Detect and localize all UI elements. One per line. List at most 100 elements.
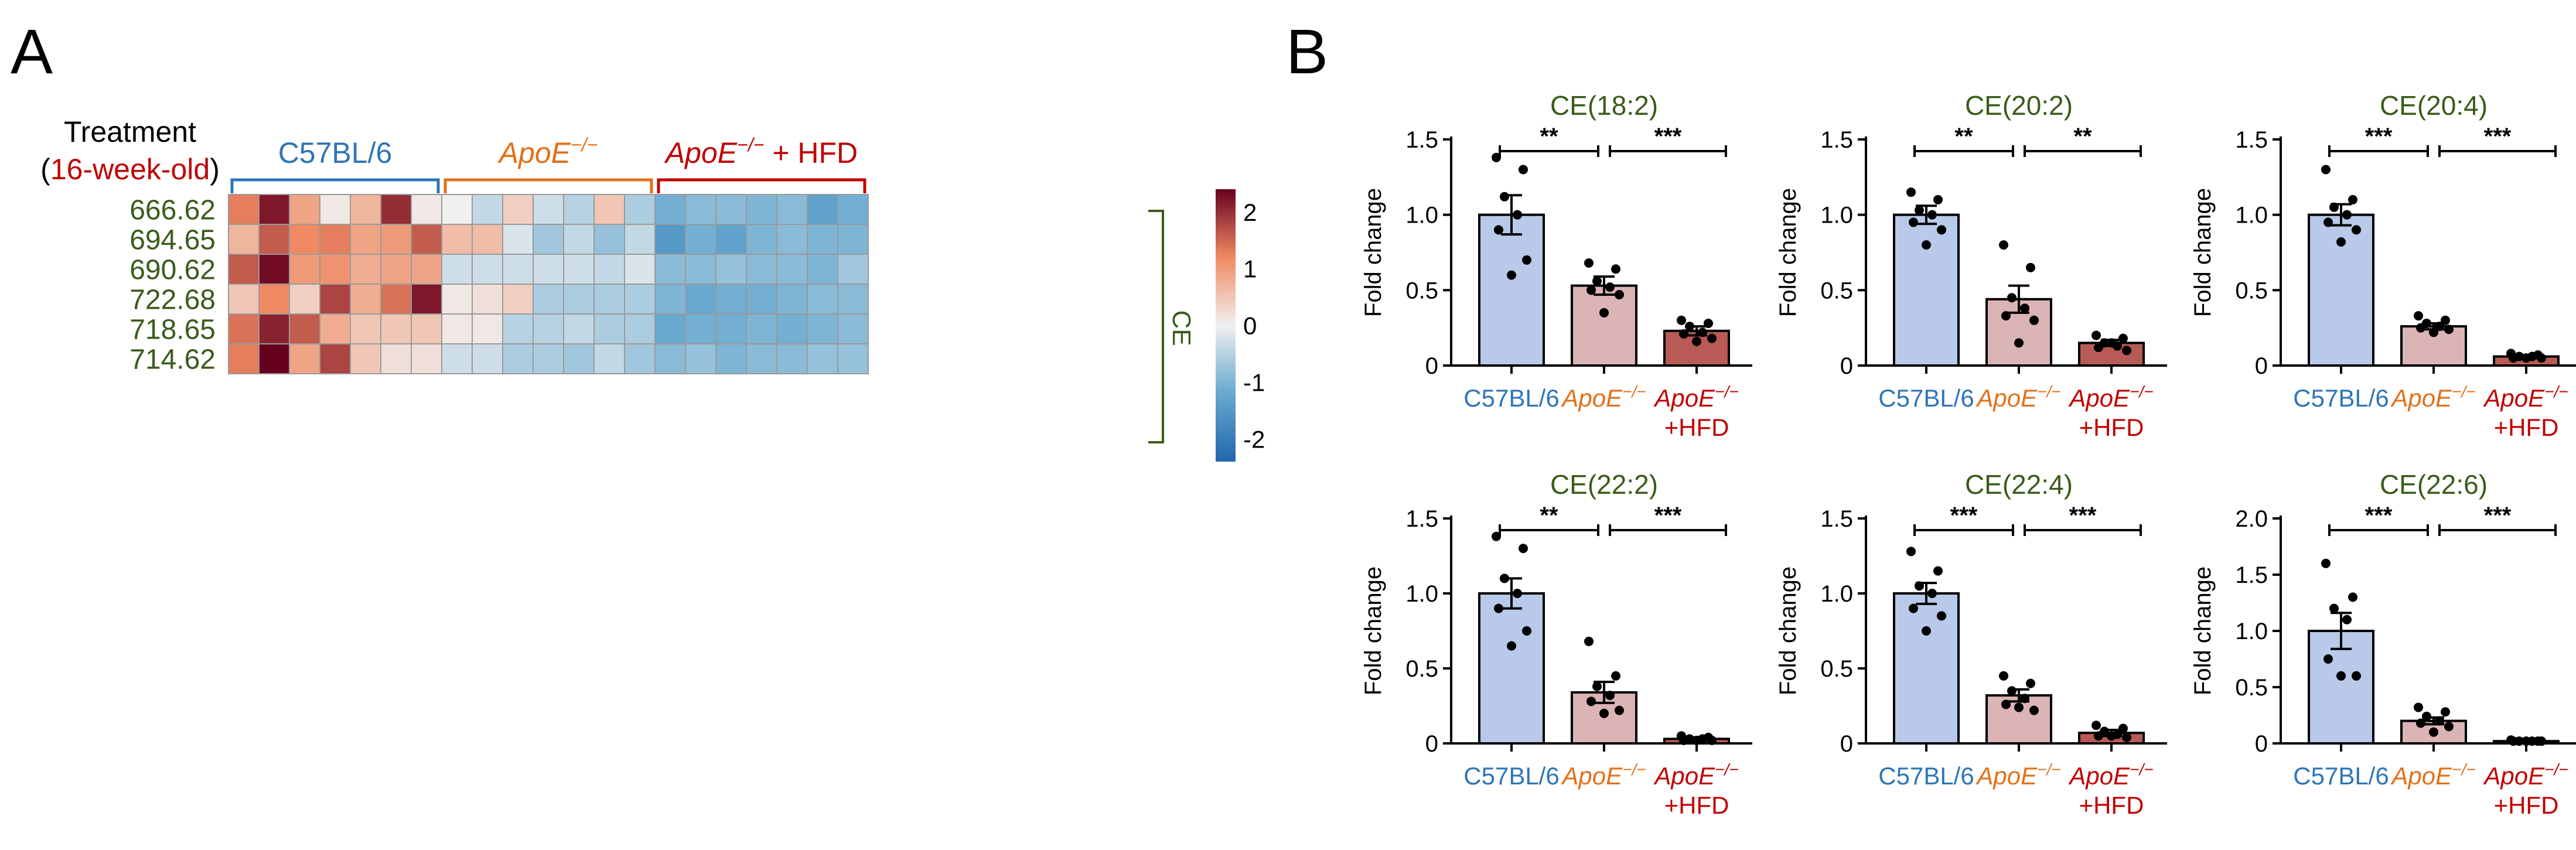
y-tick-label: 0.5 [1405,656,1438,682]
heatmap-cell [258,224,290,255]
heatmap-cell [837,343,869,374]
chart-title: CE(22:4) [1965,469,2073,500]
data-point [2422,711,2431,721]
data-point [1586,697,1596,706]
data-point [2001,311,2011,321]
y-axis-label: Fold change [1775,566,1801,695]
data-point [2435,322,2444,332]
heatmap-cell [685,254,716,285]
heatmap-cell [563,284,595,315]
data-point [2118,723,2128,733]
heatmap-cell [837,224,869,255]
data-point [1522,626,1531,636]
treatment-label: Treatment [64,115,196,148]
heatmap-cell [593,313,625,344]
data-point [2029,315,2039,325]
data-point [1937,225,1946,235]
heatmap-group-label: ApoE−/− [497,134,598,169]
data-point [2007,686,2017,696]
heatmap-cell [472,194,503,225]
colorbar-tick: 1 [1243,255,1257,283]
data-point [1507,270,1516,280]
heatmap-cell [624,343,656,374]
heatmap-cell [563,194,595,225]
data-point [2007,293,2017,303]
heatmap-cell [533,313,564,344]
x-tick-label: C57BL/6 [1878,384,1974,412]
bar [1893,592,1960,745]
x-tick-label: ApoE−/− [1975,383,2060,412]
data-point [2342,210,2352,220]
chart-title: CE(20:2) [1965,90,2073,121]
heatmap-cell [746,254,777,285]
data-point [2321,558,2331,568]
x-tick-label: +HFD [2494,414,2559,441]
heatmap-row-label: 714.62 [129,344,216,375]
data-point [1692,735,1701,745]
significance-label: *** [2365,503,2393,528]
x-tick-label: ApoE−/− [1560,760,1646,790]
x-tick-label: ApoE−/− [2067,760,2153,790]
heatmap-cell [807,284,838,315]
heatmap-row-label: 718.65 [129,315,216,346]
heatmap-row-label: 666.62 [129,195,216,226]
data-point [2329,603,2339,613]
y-tick-label: 1.0 [2235,203,2268,228]
data-point [1915,581,1924,591]
chart-title: CE(22:2) [1550,469,1658,500]
data-point [2509,736,2518,746]
heatmap-cell [258,284,290,315]
data-point [1611,264,1620,274]
significance-label: *** [1654,124,1682,149]
heatmap-cell [624,254,656,285]
heatmap-cell [502,284,534,315]
heatmap-cell [624,224,656,255]
data-point [2118,333,2128,343]
heatmap-group-label: ApoE−/− + HFD [664,134,858,169]
heatmap-cell [472,254,503,285]
data-point [2001,699,2011,709]
heatmap-cell [837,313,869,344]
data-point [2416,718,2425,728]
heatmap-cell [624,194,656,225]
significance-label: ** [1954,124,1973,149]
data-point [1906,187,1916,197]
heatmap-cell [624,284,656,315]
heatmap-cell [593,224,625,255]
significance-label: *** [2365,124,2393,149]
heatmap-cell [258,343,290,374]
data-point [1677,315,1686,325]
heatmap-cell [776,313,808,344]
data-point [2323,217,2333,227]
heatmap-cell [380,254,412,285]
data-point [1927,210,1937,220]
data-point [1615,705,1624,715]
panel-label-b: B [1286,16,1328,87]
data-point [1500,574,1509,583]
heatmap-cell [593,194,625,225]
heatmap-cell [502,313,534,344]
panel-label-a: A [11,16,53,87]
x-tick-label: ApoE−/− [1653,760,1738,790]
heatmap-cell [441,313,473,344]
colorbar-tick: 0 [1243,312,1257,340]
heatmap-cell [319,194,351,225]
heatmap-cell [715,224,747,255]
data-point [2429,327,2438,337]
heatmap-cell [502,224,534,255]
data-point [2094,731,2103,741]
data-point [1605,691,1615,701]
heatmap-cell [685,313,716,344]
data-point [2336,237,2346,247]
data-point [2414,702,2423,712]
heatmap-cell [350,343,381,374]
x-tick-label: +HFD [2494,791,2559,819]
data-point [1584,636,1594,646]
heatmap-cell [776,254,808,285]
data-point [2122,346,2131,356]
heatmap-cell [350,224,381,255]
y-tick-label: 0 [1840,353,1853,379]
